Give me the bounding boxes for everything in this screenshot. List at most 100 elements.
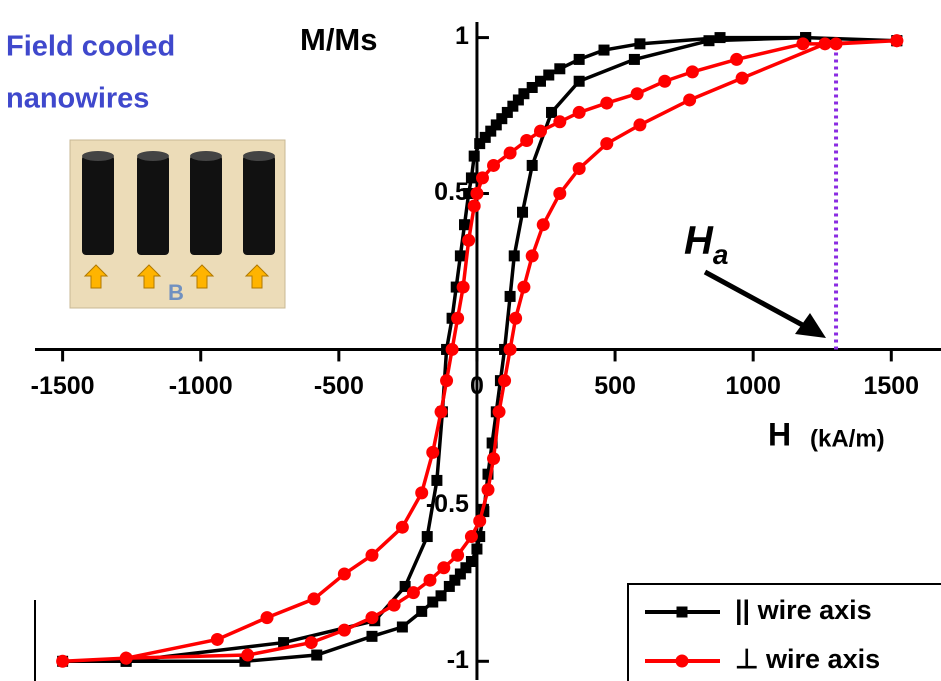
marker — [518, 88, 530, 100]
marker — [440, 374, 454, 388]
marker — [796, 37, 810, 51]
marker — [465, 555, 477, 567]
marker — [426, 445, 440, 459]
marker — [427, 596, 439, 608]
wires — [82, 151, 275, 255]
marker — [456, 280, 470, 294]
marker — [525, 249, 539, 263]
marker — [337, 623, 351, 637]
marker — [416, 605, 428, 617]
marker — [600, 96, 614, 110]
marker — [509, 311, 523, 325]
marker — [307, 592, 321, 606]
marker — [735, 71, 749, 85]
marker — [598, 44, 610, 56]
marker — [683, 93, 697, 107]
marker — [486, 437, 498, 449]
marker — [498, 374, 512, 388]
marker — [454, 568, 466, 580]
marker — [437, 561, 451, 575]
marker — [630, 87, 644, 101]
marker — [526, 159, 538, 171]
y-axis-label: M/Ms — [300, 22, 378, 57]
marker — [337, 567, 351, 581]
marker — [474, 531, 486, 543]
marker — [260, 611, 274, 625]
marker — [628, 53, 640, 65]
marker — [464, 530, 478, 544]
marker — [508, 250, 520, 262]
marker — [526, 81, 538, 93]
marker — [396, 621, 408, 633]
ha-arrowhead — [795, 313, 826, 338]
marker — [730, 52, 744, 66]
marker — [278, 637, 290, 649]
x-tick-label: -500 — [314, 372, 364, 400]
x-axis-label: H — [768, 416, 791, 452]
marker — [703, 35, 715, 47]
marker — [800, 32, 812, 44]
marker — [467, 199, 481, 213]
marker — [460, 562, 472, 574]
x-axis-unit: (kA/m) — [810, 425, 885, 452]
marker — [56, 654, 70, 668]
y-tick-label: 1 — [455, 22, 469, 50]
x-tick-label: 1000 — [725, 372, 781, 400]
marker — [435, 590, 447, 602]
marker — [553, 187, 567, 201]
legend-label: || wire axis — [735, 595, 872, 625]
marker — [553, 115, 567, 129]
marker — [443, 580, 455, 592]
marker — [481, 483, 495, 497]
marker — [434, 405, 448, 419]
marker — [387, 598, 401, 612]
y-tick-label: -1 — [447, 646, 469, 674]
marker — [471, 543, 483, 555]
marker — [473, 514, 487, 528]
inset: B — [69, 139, 286, 309]
marker — [658, 74, 672, 88]
marker — [485, 125, 497, 137]
marker — [239, 655, 251, 667]
marker — [406, 586, 420, 600]
marker — [241, 648, 255, 662]
ha-arrow — [703, 269, 810, 331]
marker — [462, 233, 476, 247]
x-tick-label: -1000 — [169, 372, 233, 400]
marker — [475, 171, 489, 185]
marker — [487, 452, 501, 466]
marker — [415, 486, 429, 500]
marker — [501, 106, 513, 118]
marker — [536, 218, 550, 232]
marker — [399, 580, 411, 592]
marker — [503, 342, 517, 356]
marker — [490, 119, 502, 131]
marker — [572, 105, 586, 119]
ha-sub: a — [713, 239, 729, 270]
ha-label: Ha — [684, 219, 728, 271]
marker — [573, 53, 585, 65]
marker — [507, 100, 519, 112]
marker — [534, 75, 546, 87]
marker — [517, 206, 529, 218]
marker — [517, 280, 531, 294]
marker — [459, 219, 471, 231]
marker — [311, 649, 323, 661]
marker — [572, 162, 586, 176]
marker — [482, 468, 494, 480]
marker — [468, 150, 480, 162]
field-arrows — [83, 264, 270, 289]
marker — [573, 75, 585, 87]
marker — [463, 188, 475, 200]
marker — [543, 69, 555, 81]
marker — [533, 124, 547, 138]
marker — [395, 520, 409, 534]
marker — [554, 63, 566, 75]
x-tick-label: 0 — [470, 372, 484, 400]
marker — [504, 290, 516, 302]
marker — [366, 630, 378, 642]
marker — [492, 405, 506, 419]
marker — [365, 611, 379, 625]
marker — [454, 250, 466, 262]
